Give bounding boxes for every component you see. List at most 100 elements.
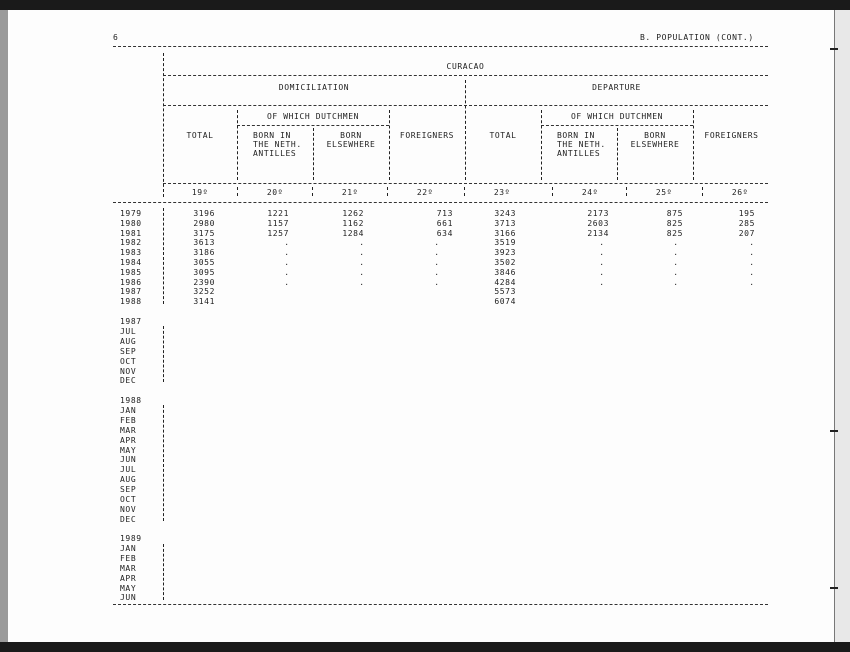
cell-value: 3252 xyxy=(193,287,215,297)
label: ANTILLES xyxy=(253,149,297,158)
month-label: SEP xyxy=(120,346,137,356)
cell-value: 2134 xyxy=(587,228,609,238)
cell-value: . xyxy=(284,258,290,267)
dutchmen-heading: OF WHICH DUTCHMEN xyxy=(570,112,664,121)
month-label: AUG xyxy=(120,336,137,346)
cell-value: . xyxy=(434,238,440,248)
divider xyxy=(113,202,768,203)
column-number: 25º xyxy=(655,188,673,197)
cell-value: . xyxy=(599,238,605,248)
cell-value: 1162 xyxy=(342,218,364,228)
month-label: JUN xyxy=(120,455,137,465)
column-rule xyxy=(387,187,388,196)
scan-edge-left xyxy=(0,10,10,642)
cell-value: 195 xyxy=(738,209,755,218)
column-rule xyxy=(163,544,164,600)
divider xyxy=(113,46,768,47)
month-label: NOV xyxy=(120,366,137,376)
header-born-neth: BORN IN THE NETH. ANTILLES xyxy=(557,131,606,158)
column-rule xyxy=(163,405,164,521)
header-foreigners: FOREIGNERS xyxy=(704,131,759,140)
label: ELSEWHERE xyxy=(326,140,376,149)
region-heading: CURACAO xyxy=(446,62,485,71)
cell-value: 661 xyxy=(436,218,453,228)
cell-value: 3519 xyxy=(494,238,516,248)
column-rule xyxy=(552,187,553,196)
month-label: MAY xyxy=(120,583,137,593)
cell-value: 1262 xyxy=(342,209,364,218)
block-year: 1988 xyxy=(120,396,142,405)
column-rule xyxy=(389,110,390,180)
cell-value: 285 xyxy=(738,218,755,228)
month-label: DEC xyxy=(120,514,137,524)
dutchmen-heading: OF WHICH DUTCHMEN xyxy=(266,112,360,121)
domiciliation-heading: DOMICILIATION xyxy=(278,83,350,92)
header-total: TOTAL xyxy=(489,131,517,140)
binder-mark xyxy=(830,587,838,589)
cell-value: . xyxy=(359,248,365,258)
month-label: OCT xyxy=(120,495,137,504)
column-number: 22º xyxy=(416,188,434,197)
column-rule xyxy=(163,53,164,197)
row-year: 1987 xyxy=(120,287,142,297)
label: BORN IN xyxy=(253,131,291,140)
month-label: JAN xyxy=(120,543,137,553)
header-foreigners: FOREIGNERS xyxy=(399,131,455,140)
cell-value: . xyxy=(359,258,365,267)
cell-value: . xyxy=(434,277,440,287)
cell-value: 3055 xyxy=(193,258,215,267)
month-label: JUL xyxy=(120,465,137,475)
month-label: APR xyxy=(120,573,137,583)
cell-value: 2390 xyxy=(193,277,215,287)
header-born-elsewhere: BORN ELSEWHERE xyxy=(617,131,693,149)
cell-value: 4284 xyxy=(494,277,516,287)
cell-value: 634 xyxy=(436,228,453,238)
row-year: 1983 xyxy=(120,248,142,258)
row-year: 1980 xyxy=(120,218,142,228)
cell-value: . xyxy=(599,277,605,287)
column-rule xyxy=(464,187,465,196)
scan-edge-right xyxy=(834,10,850,642)
binder-mark xyxy=(830,48,838,50)
label: THE NETH. xyxy=(557,140,606,149)
column-number: 21º xyxy=(341,188,359,197)
month-label: MAR xyxy=(120,563,137,573)
label: ANTILLES xyxy=(557,149,601,158)
cell-value: 3713 xyxy=(494,218,516,228)
column-rule xyxy=(163,208,164,304)
month-label: MAY xyxy=(120,445,137,455)
row-year: 1986 xyxy=(120,277,142,287)
cell-value: 3243 xyxy=(494,209,516,218)
month-label: JAN xyxy=(120,405,137,415)
cell-value: 3186 xyxy=(193,248,215,258)
header-born-neth: BORN IN THE NETH. ANTILLES xyxy=(253,131,302,158)
cell-value: . xyxy=(673,248,679,258)
row-year: 1988 xyxy=(120,297,142,307)
cell-value: 1157 xyxy=(267,218,289,228)
cell-value: 2980 xyxy=(193,218,215,228)
document-page xyxy=(8,10,834,642)
cell-value: 3502 xyxy=(494,258,516,267)
cell-value: . xyxy=(673,267,679,277)
binder-mark xyxy=(830,430,838,432)
column-number: 24º xyxy=(581,188,599,197)
month-label: SEP xyxy=(120,485,137,495)
column-rule xyxy=(702,187,703,196)
column-rule xyxy=(541,110,542,180)
row-year: 1985 xyxy=(120,267,142,277)
column-number: 20º xyxy=(266,188,284,197)
column-number: 26º xyxy=(731,188,749,197)
cell-value: . xyxy=(599,258,605,267)
cell-value: . xyxy=(749,267,755,277)
month-label: FEB xyxy=(120,553,137,563)
block-year: 1987 xyxy=(120,317,142,326)
column-rule xyxy=(312,187,313,196)
month-label: JUL xyxy=(120,326,137,336)
cell-value: . xyxy=(359,277,365,287)
column-rule xyxy=(693,110,694,180)
divider xyxy=(541,125,693,126)
row-year: 1979 xyxy=(120,209,142,218)
header-born-elsewhere: BORN ELSEWHERE xyxy=(313,131,389,149)
cell-value: . xyxy=(284,248,290,258)
cell-value: 1221 xyxy=(267,209,289,218)
